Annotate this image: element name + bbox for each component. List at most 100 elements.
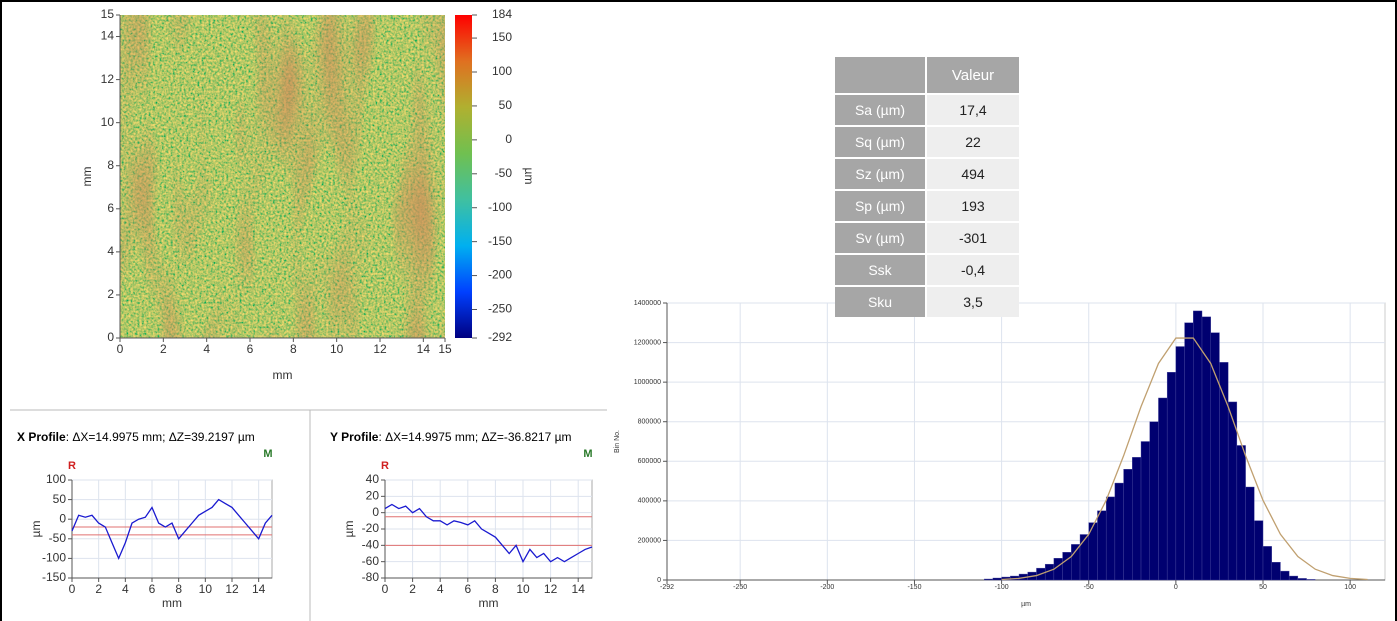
profile-line (384, 503, 593, 564)
histogram-bar (1297, 578, 1307, 581)
x-axis-label: mm (273, 368, 293, 382)
colorbar-tick-label: 100 (492, 64, 512, 78)
subtitle: : ΔX=14.9975 mm; ΔZ=-36.8217 µm (378, 430, 571, 444)
table-cell: Sp (µm) (835, 191, 927, 221)
y-tick-label: -40 (362, 538, 380, 552)
x-tick-label: 14 (572, 582, 586, 596)
profile-title: X Profile: ΔX=14.9975 mm; ΔZ=39.2197 µm (17, 430, 255, 444)
y-tick-label: 800000 (638, 419, 661, 426)
annotation-m: M (263, 448, 272, 460)
x-tick-label: 6 (149, 582, 156, 596)
table-row: Sv (µm) -301 (835, 223, 1019, 253)
colorbar-tick-label: -100 (488, 200, 512, 214)
x-tick-label: 0 (1174, 584, 1178, 591)
table-row: Sku 3,5 (835, 287, 1019, 317)
x-tick-label: 15 (438, 342, 452, 356)
x-tick-label: -200 (820, 584, 834, 591)
title: Y Profile (330, 430, 379, 444)
y-tick-label: 15 (101, 7, 115, 21)
y-tick-label: 8 (107, 158, 114, 172)
y-tick-label: 10 (101, 115, 115, 129)
x-tick-label: -150 (907, 584, 921, 591)
histogram-bar (1245, 486, 1255, 581)
y-tick-label: 4 (107, 244, 114, 258)
histogram-bar (1288, 575, 1299, 581)
y-tick-label: 20 (366, 489, 380, 503)
colorbar-tick-label: 50 (499, 98, 513, 112)
x-tick-label: 2 (409, 582, 416, 596)
y-tick-label: 200000 (638, 537, 661, 544)
x-tick-label: 2 (95, 582, 102, 596)
table-cell: 494 (927, 159, 1019, 189)
colorbar-tick-label: -50 (495, 166, 513, 180)
histogram-bar (1306, 579, 1316, 581)
colorbar-tick-label: 0 (505, 132, 512, 146)
table-cell: 193 (927, 191, 1019, 221)
table-cell: Sq (µm) (835, 127, 927, 157)
x-tick-label: 6 (247, 342, 254, 356)
table-cell: 17,4 (927, 95, 1019, 125)
colorbar-tick-label: 184 (492, 7, 512, 21)
table-row: Sz (µm) 494 (835, 159, 1019, 189)
colorbar-tick-label: 150 (492, 30, 512, 44)
annotation-m: M (583, 448, 592, 460)
histogram-bar (1175, 346, 1185, 581)
histogram-bar (1114, 482, 1124, 581)
x-tick-label: 4 (122, 582, 129, 596)
y-tick-label: 100 (46, 472, 66, 486)
title: X Profile (17, 430, 66, 444)
x-tick-label: -100 (995, 584, 1009, 591)
x-tick-label: 4 (203, 342, 210, 356)
histogram-bar (1280, 570, 1290, 581)
x-tick-label: -250 (733, 584, 747, 591)
table-row: Sp (µm) 193 (835, 191, 1019, 221)
x-tick-label: 2 (160, 342, 167, 356)
x-tick-label: 12 (373, 342, 387, 356)
fit-curve (1001, 337, 1368, 581)
histogram-bar (1210, 332, 1220, 581)
histogram-bar (1184, 322, 1194, 581)
y-tick-label: 2 (107, 287, 114, 301)
y-tick-label: 1200000 (634, 339, 661, 346)
y-tick-label: 40 (366, 472, 380, 486)
y-axis-label: µm (29, 521, 43, 538)
histogram-bar (1105, 496, 1116, 581)
histogram-bar (1079, 534, 1089, 581)
histogram-bar (1166, 372, 1177, 581)
profile-line (71, 498, 273, 561)
x-tick-label: 14 (252, 582, 266, 596)
colorbar (455, 15, 472, 338)
x-tick-label: 6 (464, 582, 471, 596)
histogram-bar (1236, 445, 1246, 581)
x-tick-label: 0 (382, 582, 389, 596)
y-tick-label: 6 (107, 201, 114, 215)
x-tick-label: -292 (660, 584, 674, 591)
annotation-r: R (381, 460, 389, 472)
y-tick-label: 1400000 (634, 300, 661, 307)
histogram-bar (1193, 310, 1203, 581)
y-tick-label: 400000 (638, 498, 661, 505)
table-cell: Valeur (927, 57, 1019, 93)
table-cell: Sku (835, 287, 927, 317)
x-tick-label: 0 (69, 582, 76, 596)
x-tick-label: 12 (544, 582, 558, 596)
table-row: Sa (µm) 17,4 (835, 95, 1019, 125)
plot-area (666, 302, 1386, 581)
y-tick-label: -80 (362, 570, 380, 584)
y-tick-label: 50 (53, 492, 67, 506)
y-axis-label: µm (342, 521, 356, 538)
colorbar-label: µm (522, 168, 536, 185)
table-cell: 22 (927, 127, 1019, 157)
x-tick-label: 14 (417, 342, 431, 356)
colorbar-tick-label: -200 (488, 268, 512, 282)
y-tick-label: -50 (49, 531, 67, 545)
table-cell: 3,5 (927, 287, 1019, 317)
histogram-bar (983, 578, 994, 581)
y-tick-label: 1000000 (634, 379, 661, 386)
x-axis-label: mm (479, 596, 499, 610)
histogram-bar (1132, 457, 1142, 581)
x-tick-label: 8 (175, 582, 182, 596)
y-tick-label: 600000 (638, 458, 661, 465)
y-tick-label: -150 (42, 570, 66, 584)
